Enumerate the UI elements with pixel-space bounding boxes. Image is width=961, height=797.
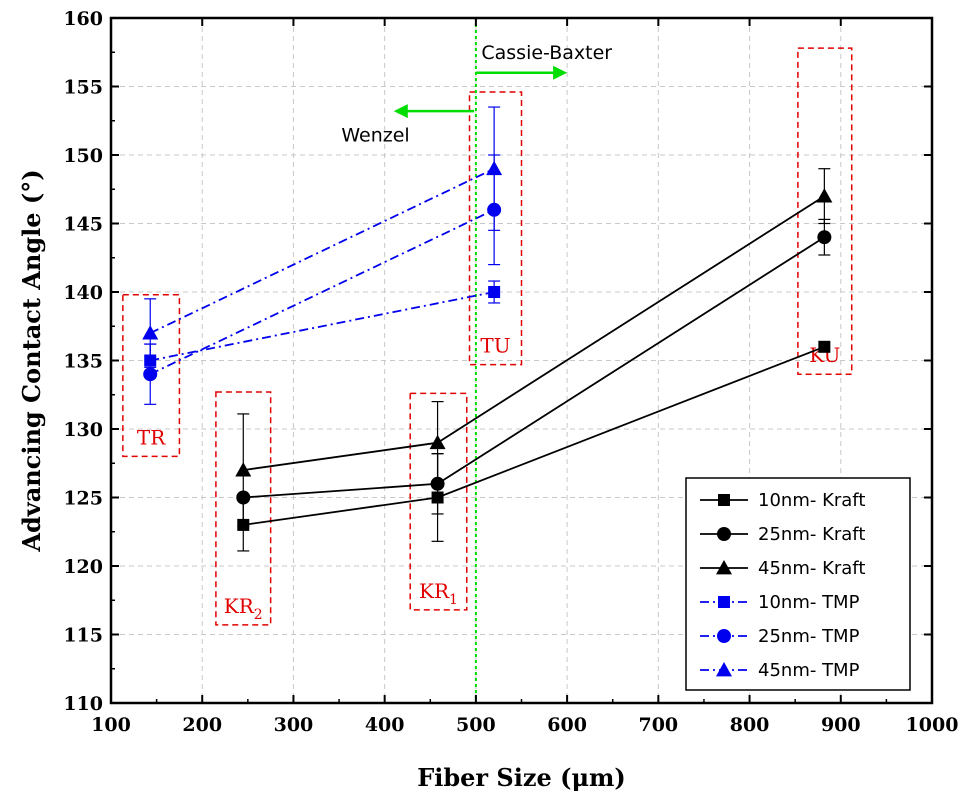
legend-label: 45nm- Kraft (758, 558, 865, 579)
legend-marker (717, 527, 731, 541)
data-point (235, 462, 252, 477)
series-line (149, 167, 495, 334)
y-tick-label: 130 (63, 419, 103, 441)
legend-label: 10nm- Kraft (758, 490, 865, 511)
legend-label: 25nm- Kraft (758, 524, 865, 545)
x-tick-label: 100 (91, 714, 131, 736)
legend-marker (718, 596, 730, 608)
data-point (143, 367, 158, 382)
x-tick-label: 800 (730, 714, 770, 736)
legend-marker (718, 494, 730, 506)
arrow-head (553, 65, 568, 80)
y-tick-label: 140 (63, 282, 103, 304)
data-point (818, 340, 831, 353)
x-axis-title: Fiber Size (μm) (417, 763, 626, 792)
x-tick-label: 200 (182, 714, 222, 736)
x-tick-label: 300 (274, 714, 314, 736)
legend-label: 10nm- TMP (758, 592, 860, 613)
region-box (468, 91, 523, 366)
y-tick-label: 135 (63, 351, 103, 373)
y-tick-label: 115 (63, 625, 103, 647)
x-tick-label: 400 (365, 714, 405, 736)
axis-ticks: 100 200 300 400 500 600 700 800 900 1000 110 115 120… (63, 8, 958, 736)
legend-box (685, 477, 911, 691)
region-label: KR1 (419, 579, 458, 608)
series-line (149, 208, 495, 376)
data-point (429, 434, 446, 450)
series-45nm-tmp (142, 106, 503, 368)
legend-marker (716, 560, 732, 575)
x-tick-label: 700 (638, 714, 678, 736)
x-tick-label: 500 (456, 714, 496, 736)
annotations: Cassie-Baxter Wenzel (341, 42, 612, 146)
legend-marker (717, 629, 731, 643)
data-point (816, 188, 833, 203)
series-25nm-tmp (143, 154, 502, 405)
x-tick-label: 900 (821, 714, 861, 736)
y-tick-label: 150 (63, 145, 103, 167)
x-tick-label: 1000 (906, 714, 959, 736)
region-label: KR2 (224, 594, 263, 623)
region-label: TU (480, 334, 510, 358)
data-series (142, 106, 833, 552)
annotation-text: Cassie-Baxter (481, 42, 612, 64)
y-tick-label: 160 (63, 8, 103, 30)
legend-label: 25nm- TMP (758, 626, 860, 647)
region-box (215, 391, 272, 626)
y-tick-label: 120 (63, 556, 103, 578)
data-point (817, 230, 832, 245)
legend: 10nm- Kraft 25nm- Kraft 45nm- Kraft 10nm- T… (685, 477, 911, 691)
series-25nm-kraft (236, 218, 832, 515)
data-point (486, 160, 503, 176)
region-box (409, 392, 468, 611)
y-axis-title: Advancing Contact Angle (°) (17, 169, 46, 552)
region-label: TR (137, 425, 166, 449)
arrow-head (393, 104, 408, 119)
series-line (150, 291, 495, 362)
data-point (142, 325, 159, 340)
annotation-text: Wenzel (341, 124, 409, 146)
data-point (488, 286, 501, 298)
legend-label: 45nm- TMP (758, 660, 860, 681)
x-tick-label: 600 (547, 714, 587, 736)
y-tick-label: 110 (63, 693, 103, 715)
y-tick-label: 145 (63, 214, 103, 236)
y-tick-label: 155 (63, 77, 103, 99)
region-box (122, 293, 181, 458)
legend-marker (716, 662, 732, 677)
y-tick-label: 125 (63, 488, 103, 510)
series-10nm-tmp (144, 280, 501, 378)
series-45nm-kraft (235, 168, 833, 527)
